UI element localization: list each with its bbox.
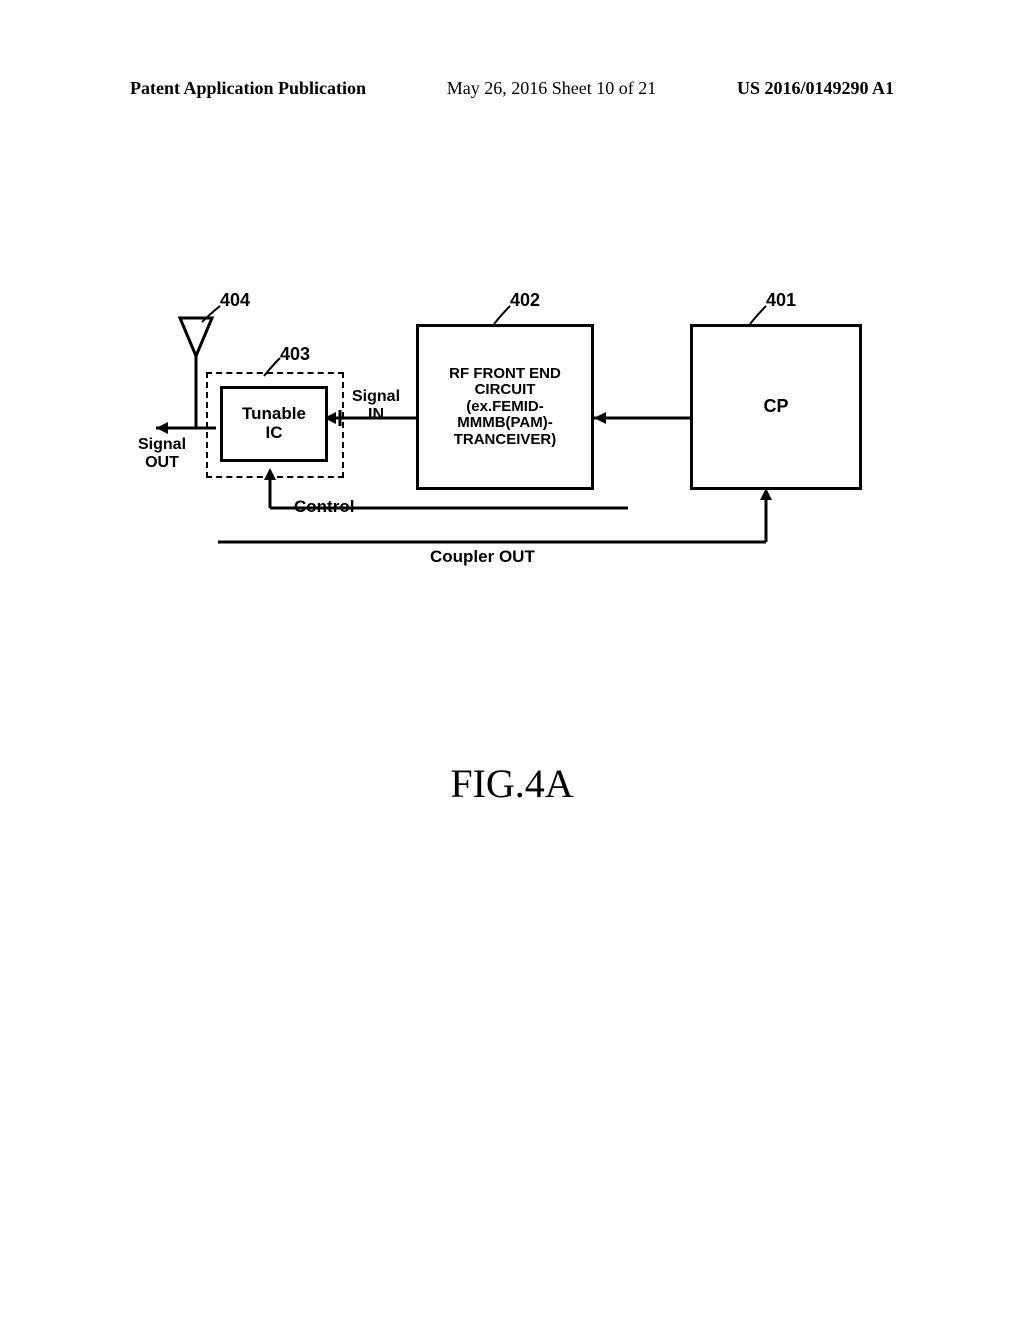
coupler-out-label: Coupler OUT (430, 548, 535, 567)
control-label: Control (294, 498, 354, 517)
header-center: May 26, 2016 Sheet 10 of 21 (447, 78, 656, 99)
signal-in-label: Signal IN (352, 388, 400, 423)
figure-caption: FIG.4A (0, 760, 1024, 807)
block-diagram: Tunable IC RF FRONT END CIRCUIT (ex.FEMI… (150, 310, 880, 590)
signal-out-label: Signal OUT (138, 436, 186, 471)
ref-401: 401 (766, 290, 796, 311)
header-right: US 2016/0149290 A1 (737, 78, 894, 99)
tunable-ic-block: Tunable IC (220, 386, 328, 462)
ref-402: 402 (510, 290, 540, 311)
cp-block: CP (690, 324, 862, 490)
ref-403: 403 (280, 344, 310, 365)
rf-front-end-block: RF FRONT END CIRCUIT (ex.FEMID- MMMB(PAM… (416, 324, 594, 490)
header-left: Patent Application Publication (130, 78, 366, 99)
ref-404: 404 (220, 290, 250, 311)
